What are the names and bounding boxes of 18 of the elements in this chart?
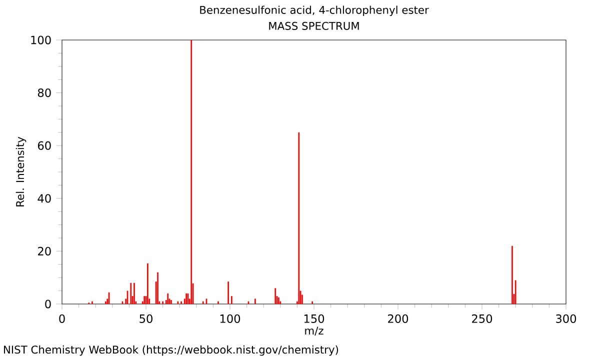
y-tick-label: 40 <box>38 194 51 203</box>
x-tick-label: 250 <box>472 314 492 323</box>
x-tick-label: 100 <box>220 314 240 323</box>
y-axis-title: Rel. Intensity <box>16 136 26 206</box>
y-tick-label: 20 <box>38 246 51 256</box>
chart-title: Benzenesulfonic acid, 4-chlorophenyl ester <box>200 6 429 16</box>
y-tick-label: 100 <box>31 36 51 44</box>
x-tick-label: 300 <box>556 314 576 323</box>
y-tick-label: 80 <box>38 88 51 98</box>
x-tick-label: 50 <box>140 314 152 323</box>
text: NIST Chemistry WebBook (https://webbook.nist.gov/chemistry) <box>4 345 338 356</box>
x-tick-label: 150 <box>304 314 324 323</box>
x-axis-title: m/z <box>305 326 324 336</box>
y-tick-label: 60 <box>38 141 51 150</box>
chart-subtitle: MASS SPECTRUM <box>269 22 359 30</box>
x-tick-label: 200 <box>388 314 408 323</box>
y-tick-label: 0 <box>45 300 51 308</box>
x-tick-label: 0 <box>59 314 65 323</box>
